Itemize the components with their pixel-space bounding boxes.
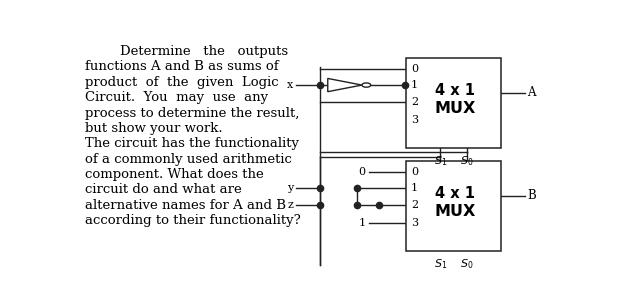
Text: 3: 3 — [411, 218, 418, 228]
Text: 2: 2 — [411, 200, 418, 210]
Text: 0: 0 — [358, 167, 365, 177]
Text: 1: 1 — [358, 218, 365, 228]
Text: process to determine the result,: process to determine the result, — [84, 107, 299, 119]
Bar — [406, 161, 501, 251]
Text: 1: 1 — [411, 183, 418, 193]
Text: 0: 0 — [411, 64, 418, 74]
Text: B: B — [527, 189, 536, 202]
Text: functions A and B as sums of: functions A and B as sums of — [84, 60, 278, 73]
Text: product  of  the  given  Logic: product of the given Logic — [84, 76, 278, 89]
Text: alternative names for A and B: alternative names for A and B — [84, 199, 285, 212]
Text: $S_0$: $S_0$ — [460, 154, 474, 168]
Bar — [406, 58, 501, 148]
Text: of a commonly used arithmetic: of a commonly used arithmetic — [84, 153, 292, 166]
Text: 0: 0 — [411, 167, 418, 177]
Text: z: z — [288, 200, 294, 210]
Text: 1: 1 — [411, 80, 418, 90]
Text: 4 x 1: 4 x 1 — [435, 186, 476, 201]
Text: 3: 3 — [411, 115, 418, 125]
Text: A: A — [527, 86, 536, 99]
Text: according to their functionality?: according to their functionality? — [84, 214, 301, 227]
Text: component. What does the: component. What does the — [84, 168, 263, 181]
Text: x: x — [287, 80, 294, 90]
Circle shape — [362, 83, 370, 87]
Text: $S_1$: $S_1$ — [433, 257, 447, 271]
Text: 2: 2 — [411, 97, 418, 107]
Text: Determine   the   outputs: Determine the outputs — [120, 45, 289, 58]
Text: MUX: MUX — [435, 204, 476, 219]
Text: Circuit.  You  may  use  any: Circuit. You may use any — [84, 91, 268, 104]
Text: but show your work.: but show your work. — [84, 122, 222, 135]
Text: $S_1$: $S_1$ — [433, 154, 447, 168]
Text: 4 x 1: 4 x 1 — [435, 83, 476, 98]
Text: circuit do and what are: circuit do and what are — [84, 183, 241, 196]
Text: MUX: MUX — [435, 101, 476, 116]
Text: The circuit has the functionality: The circuit has the functionality — [84, 137, 299, 150]
Text: $S_0$: $S_0$ — [460, 257, 474, 271]
Polygon shape — [328, 79, 362, 92]
Text: y: y — [287, 183, 294, 193]
